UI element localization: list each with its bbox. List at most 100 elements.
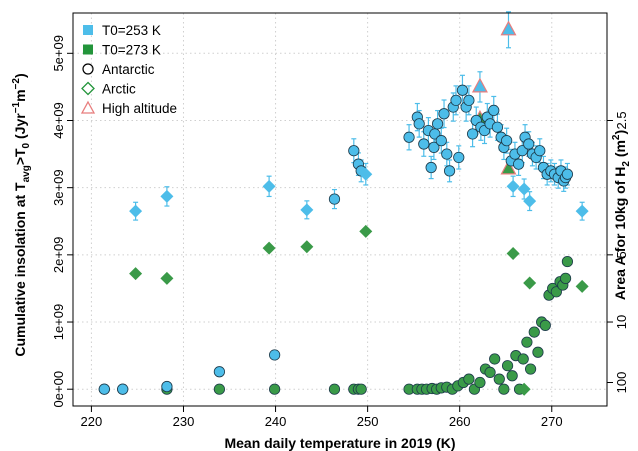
data-point-antarctic	[443, 165, 456, 177]
right-tick-label: 2.5	[614, 111, 629, 129]
data-point-antarctic	[501, 135, 513, 147]
data-point-arctic	[300, 240, 314, 254]
data-point-antarctic	[524, 363, 537, 375]
data-point-arctic	[359, 167, 373, 181]
y-axis-title-right-text: Area A for 10kg of H	[612, 167, 628, 301]
data-point-antarctic	[425, 161, 437, 174]
right-tick-label: 5	[614, 251, 629, 258]
legend-marker	[83, 25, 93, 35]
y-axis-title-left-gt: >T	[12, 148, 28, 165]
y-axis-title-right-unit: (m	[612, 140, 628, 161]
data-point-antarctic	[463, 373, 475, 385]
data-point-antarctic	[355, 383, 367, 395]
y-axis-title-left-sub: avg	[21, 165, 32, 182]
data-point-antarctic	[453, 151, 465, 164]
y-axis-title-left-sup1: −1	[11, 101, 22, 113]
data-point-antarctic	[213, 383, 225, 395]
legend-marker	[82, 63, 94, 75]
y-tick-label: 1e+09	[51, 304, 66, 341]
data-point-antarctic	[474, 376, 486, 389]
data-point-antarctic	[450, 94, 462, 106]
data-point-antarctic	[484, 366, 496, 379]
data-point-antarctic	[539, 319, 551, 331]
y-axis-title-left-close: )	[12, 73, 28, 78]
data-point-arctic	[359, 224, 373, 238]
data-point-antarctic	[428, 141, 440, 153]
data-point-antarctic	[429, 128, 441, 140]
data-point-antarctic	[328, 383, 341, 395]
legend-marker	[83, 44, 93, 55]
y-axis-title-left-text: Cumulative insolation at T	[12, 182, 28, 357]
data-point-arctic	[262, 179, 276, 193]
data-point-antarctic	[213, 366, 225, 378]
y-tick-label: 2e+09	[51, 237, 66, 274]
data-point-arctic	[160, 271, 174, 285]
data-point-antarctic	[534, 145, 546, 157]
data-point-antarctic	[463, 94, 475, 106]
data-point-antarctic	[493, 373, 505, 385]
data-point-antarctic	[403, 131, 415, 143]
legend-marker	[80, 100, 96, 114]
y-axis-title-left-sup2: −2	[11, 78, 22, 90]
data-point-arctic	[523, 194, 537, 208]
legend-label: T0=273 K	[102, 43, 161, 58]
data-point-arctic	[129, 267, 143, 281]
y-axis-title-right-sub: 2	[621, 161, 632, 167]
data-point-arctic	[517, 182, 531, 196]
data-point-antarctic	[435, 135, 447, 147]
data-marks	[98, 11, 589, 396]
y-tick-label: 5e+09	[51, 35, 66, 72]
data-point-antarctic	[498, 383, 510, 395]
legend-label: Antarctic	[102, 62, 155, 77]
legend-label: T0=253 K	[102, 23, 161, 38]
y-tick-label: 4e+09	[51, 102, 66, 139]
data-point-antarctic	[550, 286, 562, 298]
legend-label: High altitude	[102, 101, 177, 116]
data-point-high-altitude	[500, 20, 517, 36]
data-point-antarctic	[328, 193, 341, 205]
data-point-antarctic	[431, 118, 444, 130]
right-tick-label: 10	[614, 315, 629, 329]
data-point-arctic	[506, 179, 520, 193]
x-tick-label: 250	[357, 414, 379, 429]
axes: 220 230 240 250 260 270 0e+00 1e+09 2e+09 3e+09 4e…	[51, 35, 629, 429]
y-axis-title-right-sup: 2	[611, 134, 622, 140]
data-point-antarctic	[418, 138, 430, 150]
data-point-arctic	[300, 203, 314, 217]
data-point-antarctic	[438, 108, 450, 120]
data-point-antarctic	[98, 383, 110, 395]
data-point-arctic	[160, 189, 174, 203]
y-axis-title-left-unit: (Jyr	[12, 113, 28, 143]
data-point-antarctic	[466, 128, 479, 140]
data-point-arctic	[506, 247, 520, 261]
data-point-antarctic	[491, 121, 504, 133]
data-point-antarctic	[488, 104, 500, 117]
data-point-antarctic	[269, 349, 281, 361]
data-point-antarctic	[521, 336, 533, 348]
x-tick-label: 260	[449, 414, 471, 429]
x-tick-label: 240	[265, 414, 287, 429]
data-point-arctic	[523, 276, 537, 290]
data-point-antarctic	[441, 148, 453, 160]
plot-frame	[72, 12, 608, 407]
data-point-antarctic	[513, 158, 525, 170]
data-point-antarctic	[516, 145, 528, 157]
data-point-arctic	[262, 241, 276, 255]
y-axis-title-left: Cumulative insolation at Tavg>T0 (Jyr−1m…	[11, 73, 32, 356]
right-tick-label: 100	[614, 372, 629, 394]
data-point-antarctic	[489, 353, 501, 365]
data-point-antarctic	[117, 383, 129, 395]
data-point-antarctic	[456, 84, 469, 96]
y-axis-title-left-sub0: 0	[21, 142, 32, 148]
data-point-arctic	[575, 279, 589, 293]
y-axis-title-left-m: m	[12, 89, 28, 101]
y-axis-title-right: Area A for 10kg of H2 (m2)	[611, 130, 632, 300]
data-point-antarctic	[506, 370, 518, 382]
data-point-high-altitude	[500, 159, 517, 175]
x-tick-label: 230	[173, 414, 195, 429]
data-point-high-altitude	[471, 77, 488, 93]
data-point-antarctic	[501, 360, 514, 372]
y-tick-label: 3e+09	[51, 169, 66, 206]
data-point-antarctic	[269, 383, 281, 395]
